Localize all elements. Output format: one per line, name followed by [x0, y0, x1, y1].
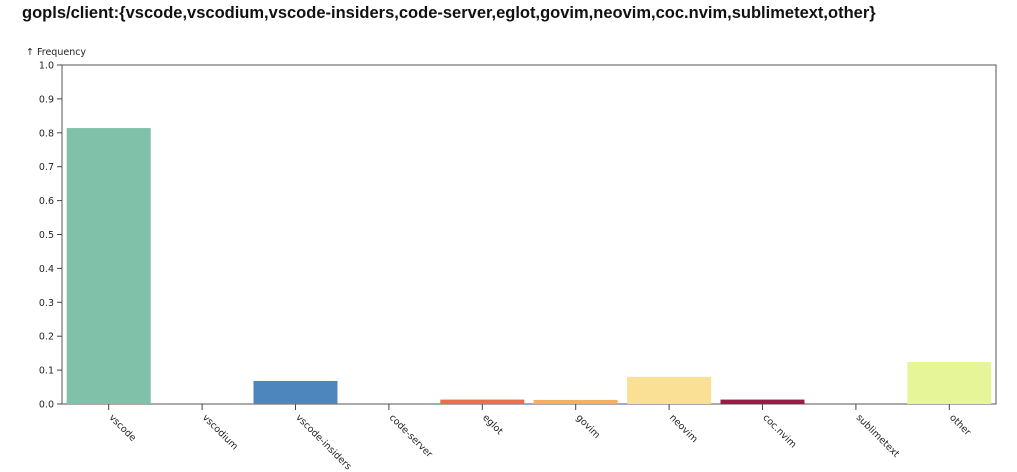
- x-tick-label: sublimetext: [854, 412, 902, 460]
- y-tick-label: 0.6: [39, 196, 54, 207]
- y-tick-label: 1.0: [39, 61, 54, 72]
- y-tick-label: 0.9: [39, 94, 54, 105]
- x-tick-label: neovim: [667, 412, 700, 445]
- x-tick-label: vscodium: [200, 412, 240, 452]
- y-tick-label: 0.7: [39, 162, 54, 173]
- x-tick-label: other: [947, 412, 973, 438]
- chart-title: gopls/client:{vscode,vscodium,vscode-ins…: [22, 4, 876, 22]
- x-tick-label: coc.nvim: [760, 412, 798, 450]
- bar-vscode-insiders: [253, 380, 338, 404]
- bar-govim: [533, 399, 618, 404]
- bar-other: [907, 361, 992, 404]
- y-tick-label: 0.0: [39, 400, 54, 411]
- y-tick-label: 0.3: [39, 298, 54, 309]
- bar-vscode: [66, 128, 151, 404]
- y-tick-label: 0.2: [39, 332, 54, 343]
- y-axis-label: ↑ Frequency: [26, 47, 86, 58]
- x-tick-label: code-server: [387, 412, 435, 460]
- x-tick-label: vscode: [107, 412, 139, 444]
- x-tick-label: eglot: [480, 412, 505, 437]
- x-tick-label: vscode-insiders: [293, 412, 353, 472]
- y-tick-label: 0.8: [39, 128, 54, 139]
- x-tick-label: govim: [574, 412, 603, 441]
- plot-frame: [61, 64, 997, 405]
- y-tick-label: 0.4: [39, 264, 54, 275]
- bar-neovim: [627, 376, 712, 404]
- bar-eglot: [440, 399, 525, 404]
- y-tick-label: 0.5: [39, 230, 54, 241]
- y-tick-label: 0.1: [39, 366, 54, 377]
- bar-coc.nvim: [720, 399, 805, 404]
